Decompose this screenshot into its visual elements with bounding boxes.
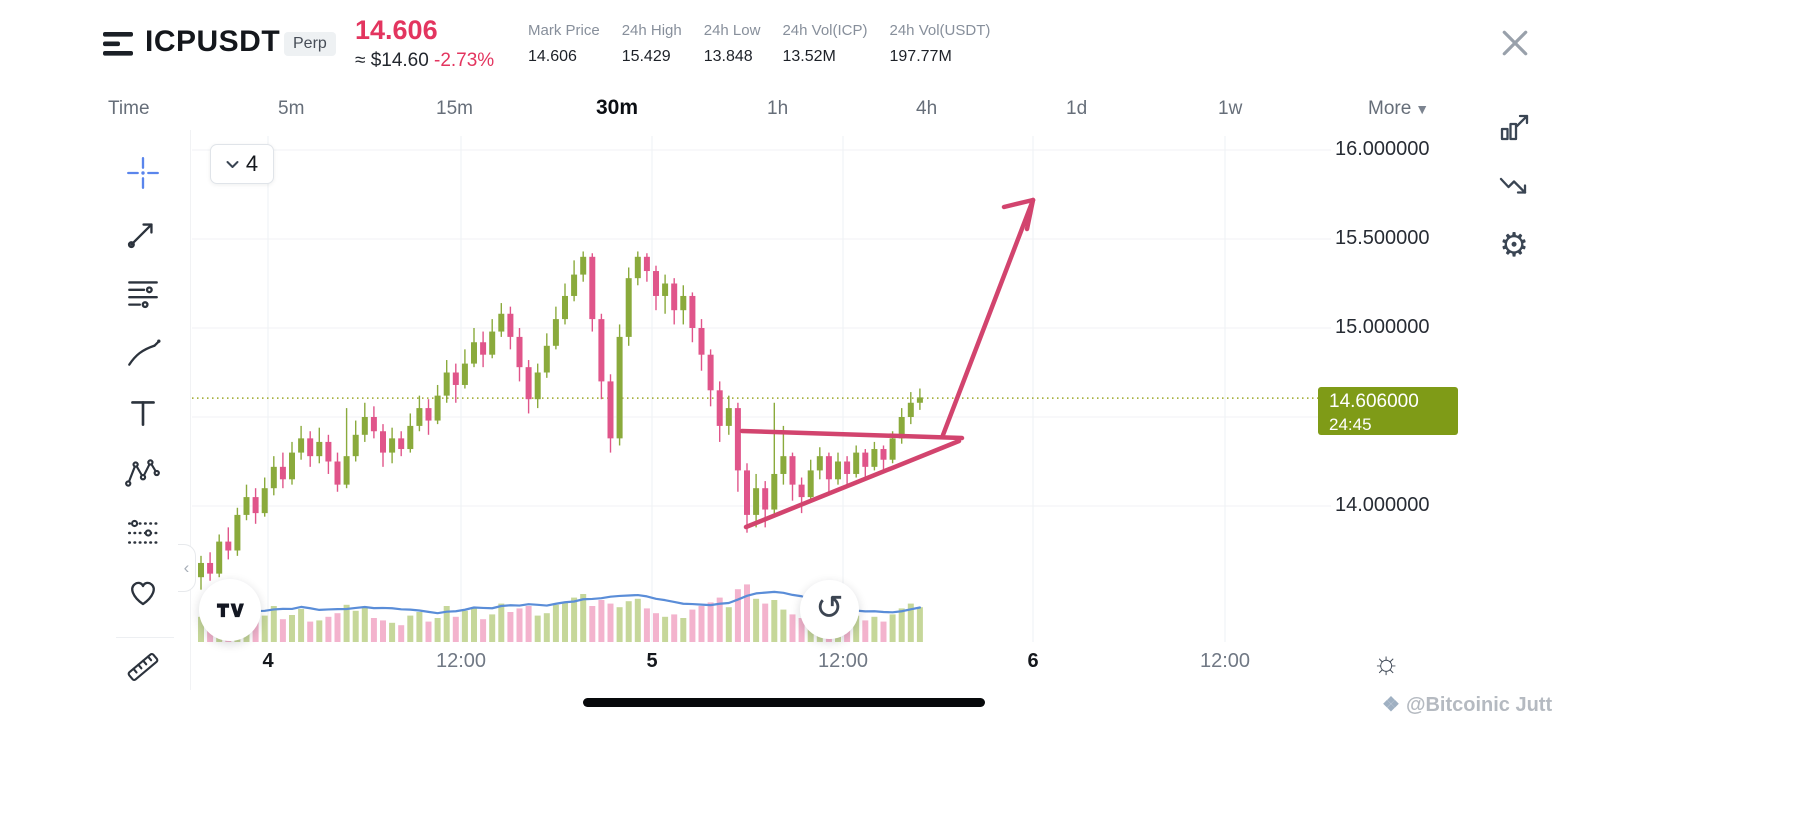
xabcd-pattern-tool-icon[interactable] <box>124 454 162 492</box>
home-indicator <box>583 698 985 707</box>
stat-mark-price: Mark Price 14.606 <box>528 22 600 65</box>
ruler-tool-icon[interactable] <box>124 648 162 686</box>
symbol-title: ICPUSDT <box>145 25 281 58</box>
refresh-icon[interactable]: ↺ <box>800 580 859 639</box>
candlestick-chart[interactable] <box>190 130 1335 650</box>
toolbar-divider <box>116 637 174 638</box>
tab-5m[interactable]: 5m <box>278 98 305 119</box>
tab-4h[interactable]: 4h <box>916 98 938 119</box>
markets-menu-icon[interactable] <box>103 30 135 63</box>
brightness-icon[interactable]: ☼ <box>1372 645 1401 680</box>
more-dropdown[interactable]: More ▼ <box>1368 98 1430 119</box>
time-axis-label: 4 <box>262 650 274 672</box>
approx-usd-price: ≈ $14.60 <box>355 50 429 71</box>
toolbar-collapse-handle[interactable]: ‹ <box>178 544 196 592</box>
time-axis-label: 12:00 <box>817 650 869 672</box>
dotted-levels-tool-icon[interactable] <box>124 514 162 552</box>
price-axis-label: 16.000000 <box>1335 138 1430 160</box>
diamond-icon: ❖ <box>1382 694 1400 716</box>
settings-gear-icon[interactable]: ⚙ <box>1499 225 1529 263</box>
price-axis-label: 15.500000 <box>1335 227 1430 249</box>
tab-1h[interactable]: 1h <box>767 98 789 119</box>
chevron-down-icon <box>226 160 239 168</box>
brush-tool-icon[interactable] <box>124 334 162 372</box>
trend-line-tool-icon[interactable] <box>124 214 162 252</box>
watermark: ❖ @Bitcoinic Jutt <box>1382 694 1553 716</box>
tradingview-logo[interactable] <box>199 579 261 641</box>
crosshair-tool-icon[interactable] <box>124 154 162 192</box>
change-24h: -2.73% <box>434 50 495 71</box>
tab-1d[interactable]: 1d <box>1066 98 1088 119</box>
time-axis-label: 5 <box>646 650 658 672</box>
indicators-icon[interactable] <box>1496 110 1532 146</box>
last-price-tag-value: 14.606000 <box>1329 391 1419 412</box>
favorites-heart-icon[interactable] <box>124 574 162 612</box>
close-icon[interactable] <box>1500 28 1530 58</box>
chart-interval-dropdown[interactable]: 4 <box>210 144 274 184</box>
toolbar-chart-divider <box>190 130 191 690</box>
stat-24h-low: 24h Low 13.848 <box>703 22 761 65</box>
chart-style-icon[interactable] <box>1496 168 1532 204</box>
last-price-tag: 14.606000 24:45 <box>1318 387 1458 435</box>
chevron-down-icon: ▼ <box>1415 101 1430 117</box>
tab-15m[interactable]: 15m <box>436 98 473 119</box>
market-stats: Mark Price 14.606 24h High 15.429 24h Lo… <box>528 22 990 66</box>
time-axis-label: 6 <box>1027 650 1039 672</box>
stat-24h-vol-usdt: 24h Vol(USDT) 197.77M <box>889 22 991 65</box>
price-axis-label: 14.000000 <box>1335 494 1430 516</box>
text-tool-icon[interactable] <box>124 394 162 432</box>
price-axis-label: 15.000000 <box>1335 316 1430 338</box>
tradingview-mark-icon <box>216 603 244 618</box>
timeframe-bar: Time 5m 15m 30m 1h 4h 1d 1w More ▼ <box>0 96 1560 126</box>
tab-time[interactable]: Time <box>108 98 150 119</box>
tab-30m-selected[interactable]: 30m <box>596 96 639 119</box>
stat-24h-high: 24h High 15.429 <box>621 22 682 65</box>
last-price: 14.606 <box>355 15 438 45</box>
stat-24h-vol-icp: 24h Vol(ICP) 13.52M <box>782 22 868 65</box>
time-axis-label: 12:00 <box>1199 650 1251 672</box>
horizontal-lines-tool-icon[interactable] <box>124 274 162 312</box>
market-type-badge: Perp <box>284 32 336 56</box>
candle-countdown: 24:45 <box>1329 414 1372 434</box>
time-axis-label: 12:00 <box>435 650 487 672</box>
tab-1w[interactable]: 1w <box>1218 98 1243 119</box>
